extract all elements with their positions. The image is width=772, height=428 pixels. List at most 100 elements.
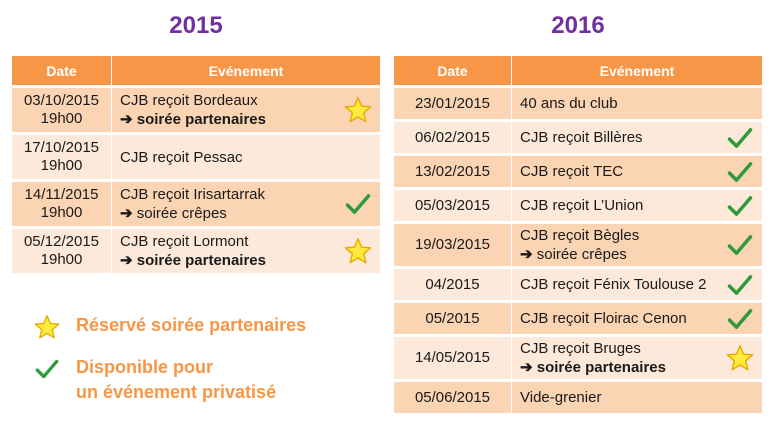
date-text: 14/11/2015 xyxy=(24,186,99,203)
event-subline: ➔ soirée partenaires xyxy=(520,358,762,377)
event-cell: CJB reçoit TEC xyxy=(512,156,762,187)
event-note: soirée partenaires xyxy=(136,252,266,269)
event-note: soirée partenaires xyxy=(136,111,266,128)
table-row: 04/2015 CJB reçoit Fénix Toulouse 2 xyxy=(394,269,762,300)
event-cell: CJB reçoit Pessac xyxy=(112,135,380,179)
event-cell: CJB reçoit Lormont ➔ soirée partenaires xyxy=(112,229,380,273)
date-cell: 14/11/2015 19h00 xyxy=(12,182,112,226)
star-icon xyxy=(34,314,60,340)
check-icon xyxy=(726,124,754,152)
date-cell: 14/05/2015 xyxy=(394,337,512,379)
date-text: 19/03/2015 xyxy=(414,236,491,253)
event-cell: CJB reçoit Bruges ➔ soirée partenaires xyxy=(512,337,762,379)
table-row: 13/02/2015 CJB reçoit TEC xyxy=(394,156,762,187)
event-cell: 40 ans du club xyxy=(512,88,762,119)
date-text: 14/05/2015 xyxy=(414,349,491,366)
event-subline: ➔ soirée partenaires xyxy=(120,110,380,129)
date-text: 05/06/2015 xyxy=(414,388,491,406)
event-title: CJB reçoit Bruges xyxy=(520,340,641,357)
event-column-header: Evénement xyxy=(112,56,380,85)
table-row: 06/02/2015 CJB reçoit Billères xyxy=(394,122,762,153)
date-cell: 19/03/2015 xyxy=(394,224,512,266)
date-text: 06/02/2015 xyxy=(414,128,491,146)
date-cell: 05/2015 xyxy=(394,303,512,334)
date-text: 17/10/2015 xyxy=(23,139,100,156)
event-title: CJB reçoit Lormont xyxy=(120,233,249,250)
date-cell: 05/03/2015 xyxy=(394,190,512,221)
check-icon xyxy=(344,190,372,218)
year-2015-title: 2015 xyxy=(169,12,223,39)
check-icon xyxy=(34,356,60,382)
legend-check-line1: Disponible pour xyxy=(76,357,213,377)
time-text: 19h00 xyxy=(40,110,83,127)
event-cell: CJB reçoit L’Union xyxy=(512,190,762,221)
event-title: CJB reçoit Billères xyxy=(520,129,643,146)
table-row: 03/10/2015 19h00 CJB reçoit Bordeaux ➔ soir… xyxy=(12,88,380,132)
event-title: CJB reçoit L’Union xyxy=(520,197,644,214)
table-row: 05/12/2015 19h00 CJB reçoit Lormont ➔ soiré… xyxy=(12,229,380,273)
date-text: 23/01/2015 xyxy=(414,94,491,112)
event-title: CJB reçoit Irisartarrak xyxy=(120,186,266,203)
date-text: 04/2015 xyxy=(425,275,480,293)
event-subline: ➔ soirée crêpes xyxy=(120,204,380,223)
date-text: 13/02/2015 xyxy=(414,162,491,180)
event-title: CJB reçoit Bordeaux xyxy=(120,92,258,109)
check-icon xyxy=(726,158,754,186)
time-text: 19h00 xyxy=(40,204,83,221)
check-icon xyxy=(726,192,754,220)
arrow-right-icon: ➔ xyxy=(520,359,537,376)
event-title: CJB reçoit Fénix Toulouse 2 xyxy=(520,276,707,293)
arrow-right-icon: ➔ xyxy=(120,252,137,269)
arrow-right-icon: ➔ xyxy=(120,205,137,222)
date-column-header: Date xyxy=(12,56,112,85)
event-note: soirée crêpes xyxy=(536,246,627,263)
check-icon xyxy=(726,305,754,333)
event-subline: ➔ soirée crêpes xyxy=(520,245,762,264)
event-subline: ➔ soirée partenaires xyxy=(120,251,380,270)
event-cell: CJB reçoit Billères xyxy=(512,122,762,153)
date-cell: 04/2015 xyxy=(394,269,512,300)
event-cell: CJB reçoit Irisartarrak ➔ soirée crêpes xyxy=(112,182,380,226)
time-text: 19h00 xyxy=(40,251,83,268)
event-title: 40 ans du club xyxy=(520,95,618,112)
legend-star-row: Réservé soirée partenaires xyxy=(34,313,306,340)
year-2016-title: 2016 xyxy=(551,12,605,39)
date-cell: 06/02/2015 xyxy=(394,122,512,153)
event-title: Vide-grenier xyxy=(520,389,602,406)
event-note: soirée crêpes xyxy=(136,205,227,222)
date-text: 05/12/2015 xyxy=(23,233,100,250)
event-cell: Vide-grenier xyxy=(512,382,762,413)
star-icon xyxy=(726,344,754,372)
date-cell: 23/01/2015 xyxy=(394,88,512,119)
arrow-right-icon: ➔ xyxy=(520,246,537,263)
table-row: 14/11/2015 19h00 CJB reçoit Irisartarrak ➔ … xyxy=(12,182,380,226)
date-cell: 17/10/2015 19h00 xyxy=(12,135,112,179)
event-cell: CJB reçoit Floirac Cenon xyxy=(512,303,762,334)
table-row: 14/05/2015 CJB reçoit Bruges ➔ soirée part… xyxy=(394,337,762,379)
event-title: CJB reçoit Floirac Cenon xyxy=(520,310,687,327)
event-cell: CJB reçoit Bègles ➔ soirée crêpes xyxy=(512,224,762,266)
table-row: 17/10/2015 19h00 CJB reçoit Pessac xyxy=(12,135,380,179)
table-row: 05/03/2015 CJB reçoit L’Union xyxy=(394,190,762,221)
event-note: soirée partenaires xyxy=(536,359,666,376)
event-cell: CJB reçoit Bordeaux ➔ soirée partenaires xyxy=(112,88,380,132)
table-row: 05/2015 CJB reçoit Floirac Cenon xyxy=(394,303,762,334)
event-title: CJB reçoit Pessac xyxy=(120,148,243,166)
legend-check-label: Disponible pour un événement privatisé xyxy=(76,355,276,405)
date-cell: 13/02/2015 xyxy=(394,156,512,187)
schedule-table-2016: Date Evénement 23/01/2015 40 ans du club 0… xyxy=(394,53,762,416)
date-text: 03/10/2015 xyxy=(23,92,100,109)
date-text: 05/2015 xyxy=(425,309,480,327)
time-text: 19h00 xyxy=(40,157,83,174)
legend-check-line2: un événement privatisé xyxy=(76,382,277,402)
event-title: CJB reçoit Bègles xyxy=(520,227,640,244)
date-column-header: Date xyxy=(394,56,512,85)
legend-star-label: Réservé soirée partenaires xyxy=(76,315,307,335)
star-icon xyxy=(344,237,372,265)
date-cell: 05/06/2015 xyxy=(394,382,512,413)
schedule-table-2015: Date Evénement 03/10/2015 19h00 CJB reçoit… xyxy=(12,53,380,276)
check-icon xyxy=(726,271,754,299)
arrow-right-icon: ➔ xyxy=(120,111,137,128)
date-cell: 03/10/2015 19h00 xyxy=(12,88,112,132)
event-title: CJB reçoit TEC xyxy=(520,163,624,180)
